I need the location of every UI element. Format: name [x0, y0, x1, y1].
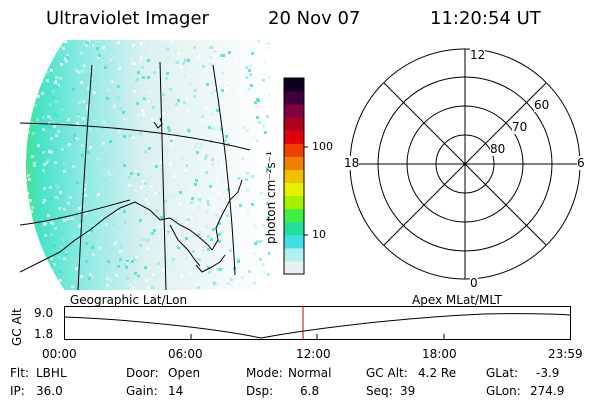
map-grid — [20, 61, 251, 290]
mlt-label-18: 18 — [344, 156, 360, 170]
dsp-label: Dsp: — [246, 384, 274, 398]
ip-label: IP: — [10, 384, 25, 398]
dsp-value: 6.8 — [300, 384, 320, 398]
flt-value: LBHL — [36, 366, 67, 380]
colorbar-swatch — [284, 130, 304, 144]
mlat-label-70: 70 — [512, 120, 528, 134]
colorbar-swatch — [284, 91, 304, 105]
colorbar-swatch — [284, 247, 304, 262]
colorbar — [283, 77, 308, 275]
colorbar-frame — [283, 77, 305, 275]
colorbar-swatch — [284, 221, 304, 236]
colorbar-swatch — [284, 260, 304, 275]
colorbar-tick-label-10: 10 — [312, 228, 326, 241]
altitude-curve — [64, 313, 571, 339]
polar-projection-label: Apex MLat/MLT — [412, 293, 502, 307]
time-label: 11:20:54 UT — [430, 8, 541, 29]
gain-value: 14 — [168, 384, 184, 398]
gcalt-label: GC Alt: — [366, 366, 408, 380]
colorbar-swatch — [284, 208, 304, 223]
timeline-ytick-top: 9.0 — [34, 306, 54, 320]
instrument-title: Ultraviolet Imager — [46, 8, 209, 29]
glat-label: GLat: — [486, 366, 519, 380]
door-value: Open — [168, 366, 201, 380]
timeline-xtick-1: 06:00 — [168, 347, 203, 361]
colorbar-swatch — [284, 195, 304, 210]
colorbar-swatch — [284, 143, 304, 157]
timeline-ylabel: GC Alt — [10, 308, 24, 346]
colorbar-swatch — [284, 78, 304, 92]
glon-label: GLon: — [486, 384, 521, 398]
timeline-xtick-2: 12:00 — [296, 347, 331, 361]
orbit-altitude-plot — [64, 306, 571, 340]
mode-label: Mode: — [246, 366, 283, 380]
seq-value: 39 — [400, 384, 416, 398]
colorbar-swatch — [284, 156, 304, 170]
mlt-label-6: 6 — [577, 156, 585, 170]
door-label: Door: — [126, 366, 159, 380]
polar-diagonal-b — [383, 82, 547, 246]
colorbar-swatch — [284, 104, 304, 118]
polar-grid — [349, 48, 581, 280]
mlat-label-80: 80 — [490, 142, 506, 156]
timeline-xtick-3: 18:00 — [422, 347, 457, 361]
mlt-label-0: 0 — [470, 276, 478, 290]
colorbar-swatch — [284, 169, 304, 184]
gcalt-value: 4.2 Re — [418, 366, 457, 380]
seq-label: Seq: — [366, 384, 393, 398]
auroral-map-image — [20, 40, 270, 290]
timeline-ytick-bottom: 1.8 — [34, 327, 54, 341]
flt-label: Flt: — [10, 366, 29, 380]
timeline-ticks — [190, 334, 445, 340]
mode-value: Normal — [288, 366, 332, 380]
colorbar-unit-label: photon cm⁻²s⁻¹ — [264, 151, 278, 244]
colorbar-swatch — [284, 182, 304, 197]
timeline-xtick-4: 23:59 — [548, 347, 583, 361]
glon-value: 274.9 — [530, 384, 565, 398]
map-projection-label: Geographic Lat/Lon — [70, 293, 188, 307]
coastlines — [20, 117, 243, 273]
mlt-label-12: 12 — [470, 48, 486, 62]
emission-speckle — [26, 40, 270, 290]
glat-value: -3.9 — [536, 366, 560, 380]
colorbar-swatch — [284, 234, 304, 249]
mlat-label-60: 60 — [534, 98, 550, 112]
gain-label: Gain: — [126, 384, 158, 398]
colorbar-tick-label-100: 100 — [312, 140, 333, 153]
timeline-xtick-0: 00:00 — [42, 347, 77, 361]
date-label: 20 Nov 07 — [268, 8, 361, 29]
colorbar-swatch — [284, 117, 304, 131]
colorbar-swatches — [284, 78, 304, 275]
ip-value: 36.0 — [36, 384, 63, 398]
